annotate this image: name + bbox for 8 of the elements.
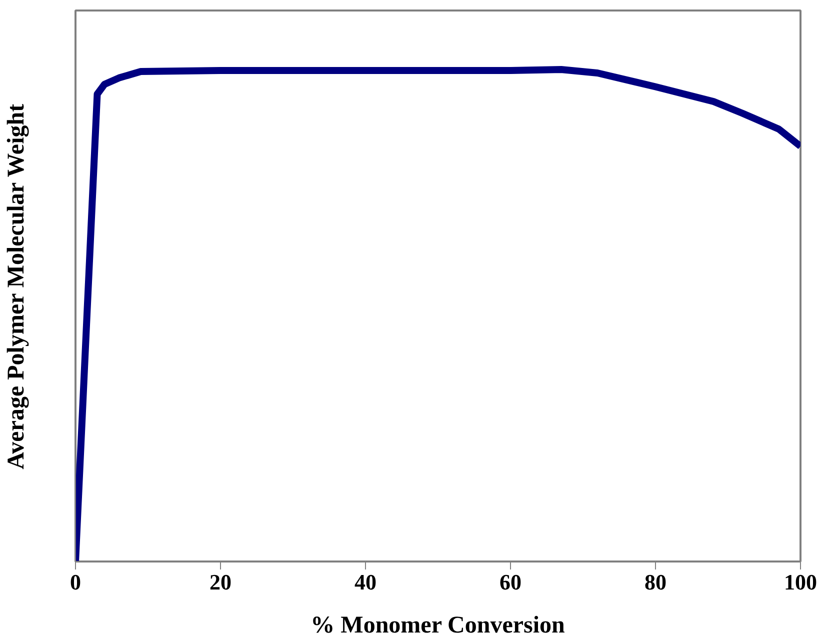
x-tick-label: 80 <box>644 570 666 594</box>
x-tick-label: 100 <box>784 570 817 594</box>
x-tick-label: 20 <box>210 570 232 594</box>
x-tick-label: 40 <box>354 570 376 594</box>
x-tick-label: 60 <box>500 570 522 594</box>
x-axis-title: % Monomer Conversion <box>310 612 565 638</box>
y-axis-title: Average Polymer Molecular Weight <box>4 104 30 470</box>
x-tick-label: 0 <box>70 570 81 594</box>
